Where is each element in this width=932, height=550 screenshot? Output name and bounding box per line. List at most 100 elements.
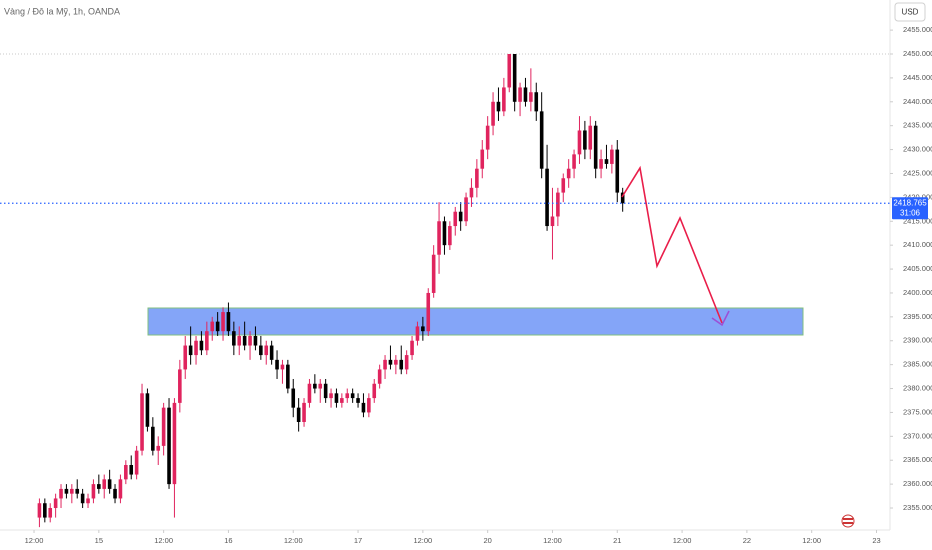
candle-body [426,292,431,332]
y-tick-label: 2415.000 [903,216,932,225]
candle-body [372,383,377,399]
candle-body [572,154,576,169]
x-tick-label: 12:00 [413,536,432,545]
candle-body [151,426,155,451]
last-price-label: 2418.765 [893,198,927,207]
candle-body [259,345,263,356]
candle-body [356,398,360,403]
y-tick-label: 2455.000 [903,25,932,34]
x-tick-label: 23 [872,536,880,545]
candle-body [134,450,139,475]
candle-body [556,192,560,217]
x-tick-label: 12:00 [284,536,303,545]
candle-body [291,388,296,408]
candle-body [113,488,117,499]
candle-body [172,402,177,485]
countdown-label: 31:06 [900,208,921,217]
candle-body [167,407,171,485]
x-tick-label: 22 [743,536,751,545]
y-tick-label: 2375.000 [903,407,932,416]
arrow-head [711,310,730,327]
candle-body [188,345,193,356]
candle-body [404,355,409,370]
candle-body [296,407,301,422]
candle-body [178,369,182,403]
candle-body [620,192,625,204]
y-tick-label: 2370.000 [903,431,932,440]
last-price-box [892,197,928,220]
candle-body [512,54,517,102]
candle-body [145,393,150,427]
candle-body [59,488,63,499]
candle-body [275,359,279,370]
candle-body [43,503,47,518]
candle-body [329,393,333,399]
candle-body [97,484,101,489]
candle-body [518,87,522,102]
candle-body [302,402,306,422]
currency-button[interactable] [894,2,926,22]
candle-body [577,130,582,155]
candle-body [539,111,544,169]
candle-body [124,465,128,480]
currency-label: USD [902,8,919,17]
candle-body [458,211,463,222]
candle-body [588,125,593,150]
candle-body [604,159,609,164]
y-tick-label: 2365.000 [903,455,932,464]
candle-body [431,254,436,293]
candle-body [269,345,274,360]
candle-body [86,498,90,504]
candle-body [377,369,382,384]
chart-title: Vàng / Đô la Mỹ, 1h, OANDA [4,6,120,16]
y-tick-label: 2450.000 [903,49,932,58]
candle-body [161,407,166,446]
candle-body [529,92,533,102]
candle-body [361,402,366,413]
candle-body [64,488,69,494]
y-tick-label: 2420.000 [903,192,932,201]
candle-body [118,479,123,499]
candle-body [566,168,571,179]
candle-body [453,211,458,227]
candle-body [232,331,236,346]
candle-body [485,125,490,150]
candle-body [156,445,161,451]
candle-body [205,331,209,351]
candle-body [545,168,549,227]
candle-body [469,187,474,198]
demand-zone [147,307,804,336]
candle-body [334,393,339,403]
candle-body [599,159,603,169]
candle-body [313,383,317,389]
candles [37,54,625,528]
candle-body [221,312,225,332]
candle-body [307,383,312,403]
candle-body [280,364,285,370]
flag-stripe [843,518,853,520]
candle-body [253,335,258,346]
candle-body [91,484,96,499]
candle-body [561,178,566,193]
candle-body [264,345,269,356]
candle-body [286,364,290,389]
candle-body [399,359,404,370]
x-tick-label: 17 [354,536,362,545]
candle-body [237,335,242,346]
candle-body [583,130,587,150]
flag-icon[interactable] [841,514,855,528]
x-tick-label: 12:00 [154,536,173,545]
y-tick-label: 2410.000 [903,240,932,249]
x-tick-label: 21 [613,536,621,545]
candle-body [442,221,447,246]
candle-body [480,149,485,169]
candle-body [507,54,512,88]
candle-body [340,398,344,403]
candle-body [593,125,598,169]
x-tick-label: 20 [483,536,491,545]
candle-body [448,226,452,246]
x-tick-label: 12:00 [543,536,562,545]
candle-body [194,340,198,356]
